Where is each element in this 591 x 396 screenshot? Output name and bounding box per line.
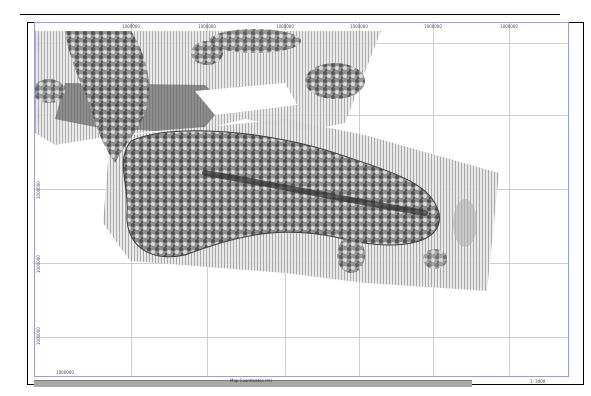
x-tick-label: 1000000 [350, 24, 368, 29]
seafloor-column [65, 31, 150, 163]
relief-feature [305, 63, 365, 99]
ridge-crest-line [202, 170, 428, 216]
relief-feature [35, 79, 65, 103]
gridline-h [35, 337, 568, 338]
scale-label: 1: 3000 [530, 379, 546, 384]
gridline-v [509, 23, 510, 376]
relief-feature [191, 41, 223, 65]
relief-feature [453, 199, 477, 247]
coordinate-label: Map Coordinates (m) [230, 378, 273, 383]
seafloor-ridge [122, 130, 440, 258]
relief-feature [423, 249, 447, 269]
bottom-status-bar [34, 380, 472, 387]
relief-feature [337, 237, 365, 273]
no-data-gap [195, 83, 297, 115]
map-plot-area: 1000000 1000000 1000000 1000000 1000000 … [34, 22, 569, 377]
x-tick-label: 1000000 [424, 24, 442, 29]
x-tick-label: 1000000 [122, 24, 140, 29]
x-tick-label: 1000000 [198, 24, 216, 29]
x-tick-label: 1000000 [500, 24, 518, 29]
x-tick-label: 1000000 [56, 370, 74, 375]
x-tick-label: 1000000 [276, 24, 294, 29]
top-rule [20, 14, 560, 15]
relief-feature [209, 29, 301, 53]
bathymetry-relief-map [35, 29, 499, 291]
